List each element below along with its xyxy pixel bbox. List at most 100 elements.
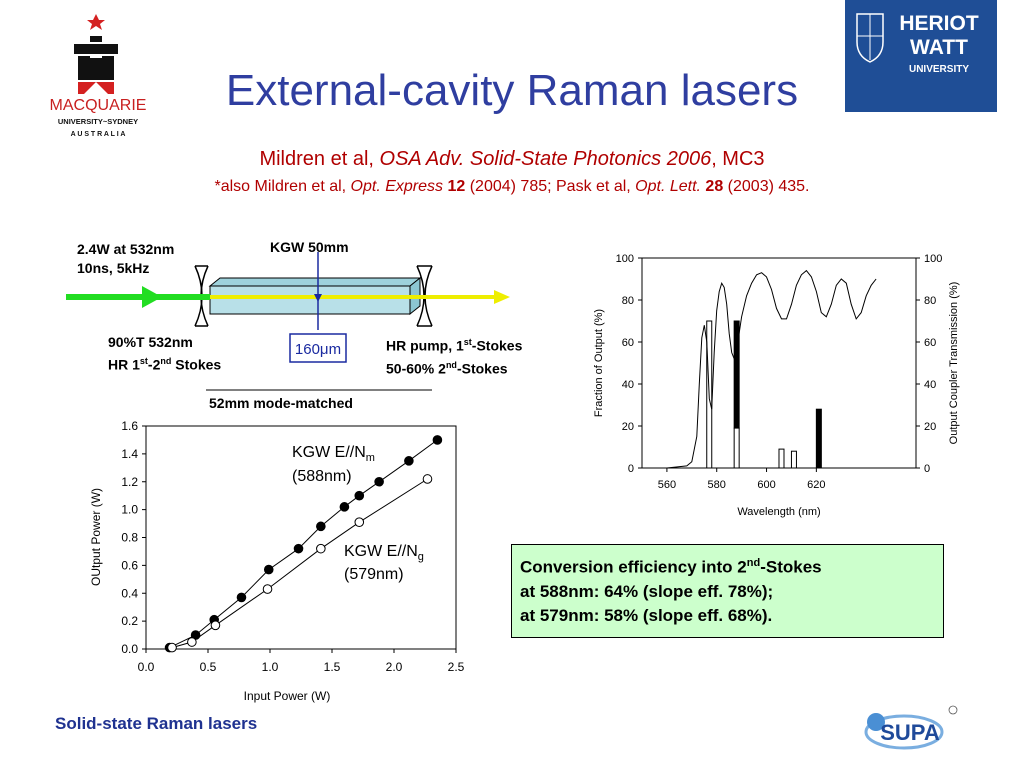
- citation-authors: Mildren et al,: [259, 148, 380, 170]
- y-tick-label: 0: [628, 463, 634, 475]
- y-tick-label: 1.4: [121, 447, 138, 461]
- transmission-curve: [666, 269, 877, 469]
- pump-spec-line1: 2.4W at 532nm: [77, 241, 175, 257]
- legend-579-line2: (579nm): [344, 566, 404, 583]
- u5: nd: [445, 359, 457, 370]
- t5: Stokes: [171, 356, 222, 373]
- heriot-watt-crest: [856, 13, 884, 63]
- power-chart-xlabel: Input Power (W): [244, 689, 331, 703]
- legend-588-a: KGW E//N: [292, 444, 366, 461]
- registered-icon: [948, 705, 958, 715]
- x-tick-label: 560: [658, 479, 676, 491]
- summary-line2: at 588nm: 64% (slope eff. 78%);: [520, 581, 774, 601]
- spectrum-chart-xlabel: Wavelength (nm): [737, 506, 820, 518]
- macquarie-sub1: UNIVERSITY~SYDNEY: [58, 117, 138, 126]
- y-tick-label: 0.8: [121, 531, 138, 545]
- x-tick-label: 0.5: [200, 660, 217, 674]
- summary-line3: at 579nm: 58% (slope eff. 68%).: [520, 605, 773, 625]
- legend-588-line2: (588nm): [292, 468, 352, 485]
- x-tick-label: 600: [757, 479, 775, 491]
- spectrum-chart-frame: [641, 257, 917, 469]
- output-mirror-line2: 50-60% 2nd-Stokes: [386, 356, 522, 379]
- y-tick-label: 1.6: [121, 419, 138, 433]
- spectrum-bar: [815, 408, 822, 469]
- spectrum-chart-y2label: Output Coupler Transmission (%): [948, 282, 960, 445]
- summary-l1c: -Stokes: [760, 557, 822, 577]
- x-tick-label: 0.0: [138, 660, 155, 674]
- data-point-579: [262, 584, 273, 594]
- y-tick-label: 0.4: [121, 586, 138, 600]
- citation-2-journal-b: Opt. Lett.: [635, 178, 701, 195]
- y-tick-label: 0.0: [121, 642, 138, 656]
- citation-2-journal-a: Opt. Express: [350, 178, 444, 195]
- y-tick-label: 1.2: [121, 475, 138, 489]
- data-point-579: [187, 637, 197, 647]
- data-point-588: [339, 502, 350, 512]
- summary-l1a: Conversion efficiency into 2: [520, 557, 747, 577]
- crystal-label: KGW 50mm: [270, 239, 349, 255]
- heriot-watt-logo: HERIOT WATT UNIVERSITY: [845, 0, 997, 112]
- summary-line1: Conversion efficiency into 2nd-Stokes: [520, 551, 935, 580]
- y-tick-label: 100: [616, 253, 634, 265]
- citation-2-authors: *also Mildren et al,: [214, 178, 351, 195]
- macquarie-logo: MACQUARIE UNIVERSITY~SYDNEY A U S T R A …: [50, 14, 147, 138]
- t4: nd: [160, 356, 172, 366]
- y-tick-label: 40: [622, 379, 634, 391]
- macquarie-name: MACQUARIE: [50, 97, 147, 114]
- y-tick-label: 60: [622, 337, 634, 349]
- data-point-588: [236, 592, 247, 603]
- u3: -Stokes: [471, 337, 523, 354]
- input-mirror-line2: HR 1st-2nd Stokes: [108, 352, 221, 375]
- data-point-579: [422, 474, 433, 484]
- supa-sphere: [867, 713, 885, 731]
- x-tick-label: 580: [708, 479, 726, 491]
- power-chart-ylabel: OUtput Power (W): [89, 488, 103, 586]
- y-tick-label: 0.6: [121, 558, 138, 572]
- legend-579-a: KGW E//N: [344, 543, 418, 560]
- y2-tick-label: 0: [924, 463, 930, 475]
- x-tick-label: 1.0: [262, 660, 279, 674]
- t1: HR 1: [108, 356, 140, 373]
- macquarie-sub2: A U S T R A L I A: [71, 131, 126, 138]
- citation-secondary: *also Mildren et al, Opt. Express 12 (20…: [0, 178, 1024, 196]
- y2-tick-label: 20: [924, 421, 936, 433]
- input-mirror-line1: 90%T 532nm: [108, 334, 193, 350]
- data-point-579: [167, 642, 177, 653]
- output-mirror-line1: HR pump, 1st-Stokes: [386, 333, 522, 356]
- kgw-crystal: [209, 285, 411, 315]
- spectrum-bar: [790, 450, 797, 469]
- legend-588-sub: m: [366, 452, 375, 464]
- u1: HR pump, 1: [386, 337, 464, 354]
- citation-2-mid: (2004) 785; Pask et al,: [465, 178, 636, 195]
- y2-tick-label: 40: [924, 379, 936, 391]
- u6: -Stokes: [456, 360, 508, 377]
- spectrum-chart: 560 580 600 620 0 0 20 20 40 40 60 60 80 80 100 100 Wav…: [593, 253, 960, 518]
- u4: 50-60% 2: [386, 360, 446, 377]
- heriot-watt-line3: UNIVERSITY: [909, 64, 969, 75]
- kgw-crystal-top: [208, 277, 422, 287]
- output-mirror-spec: HR pump, 1st-Stokes 50-60% 2nd-Stokes: [386, 333, 522, 378]
- data-point-588: [374, 476, 384, 487]
- spacing-label: 160μm: [295, 341, 341, 358]
- pump-spec: 2.4W at 532nm 10ns, 5kHz: [77, 240, 174, 278]
- u2: st: [463, 337, 472, 347]
- citation-2-vol-b: 28: [700, 178, 724, 195]
- input-mirror-spec: 90%T 532nm HR 1st-2nd Stokes: [108, 333, 221, 375]
- spectrum-bar-lower: [733, 427, 740, 469]
- heriot-watt-line2: WATT: [910, 36, 968, 59]
- pump-spec-line2: 10ns, 5kHz: [77, 260, 150, 276]
- input-mirror: [195, 265, 208, 327]
- y2-tick-label: 60: [924, 337, 936, 349]
- y-tick-label: 80: [622, 295, 634, 307]
- data-point-588: [263, 564, 274, 575]
- y-tick-label: 20: [622, 421, 634, 433]
- y-tick-label: 0.2: [121, 614, 138, 628]
- citation-ref: , MC3: [711, 148, 765, 170]
- y2-tick-label: 100: [924, 253, 942, 265]
- spacing-box: [289, 333, 347, 363]
- citation-2-end: (2003) 435.: [723, 178, 810, 195]
- supa-text: SUPA: [880, 720, 940, 745]
- data-point-588: [432, 435, 443, 445]
- laser-cavity-diagram: 160μm: [66, 252, 510, 391]
- citation-main: Mildren et al, OSA Adv. Solid-State Phot…: [0, 148, 1024, 171]
